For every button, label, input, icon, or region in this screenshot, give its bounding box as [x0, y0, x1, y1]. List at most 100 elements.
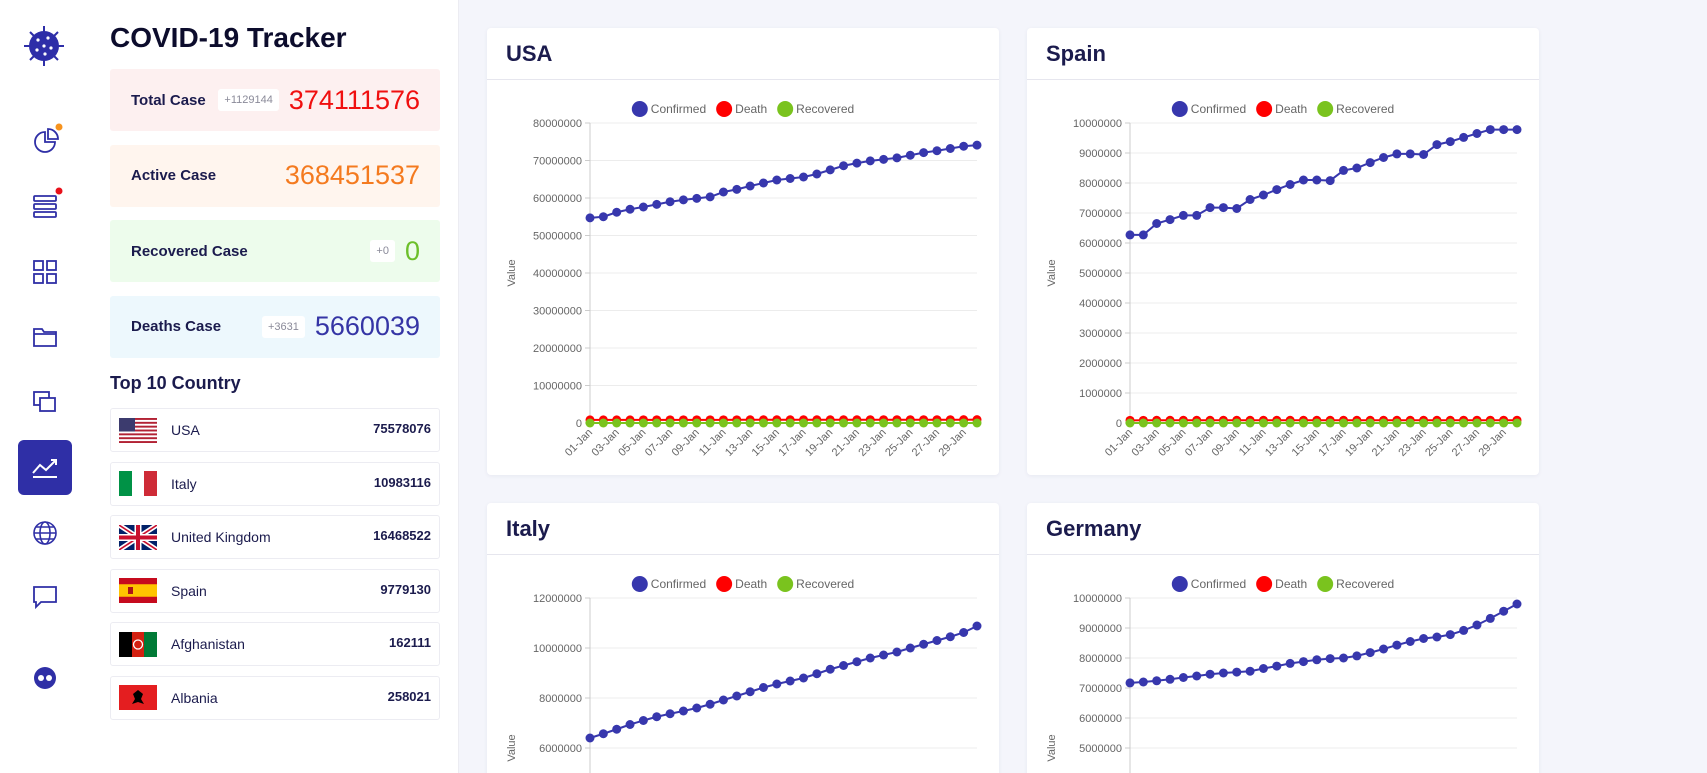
- data-point: [1445, 418, 1455, 428]
- data-point: [1485, 613, 1495, 623]
- data-point: [1445, 137, 1455, 147]
- summary: Total Case +1129144 374111576 Active Case 36…: [110, 69, 440, 371]
- logo[interactable]: [24, 26, 64, 66]
- data-point: [1178, 210, 1188, 220]
- stat-delta: +0: [370, 240, 395, 262]
- data-point: [1405, 149, 1415, 159]
- country-name: United Kingdom: [171, 529, 271, 545]
- y-axis-label: Value: [1046, 734, 1058, 761]
- data-point: [1459, 625, 1469, 635]
- data-point: [1138, 230, 1148, 240]
- legend-swatch: [631, 101, 648, 117]
- data-point: [665, 197, 675, 207]
- nav-folder[interactable]: [32, 325, 58, 349]
- data-point: [1339, 165, 1349, 175]
- data-point: [919, 418, 929, 428]
- chart: 0100000020000003000000400000050000006000…: [1046, 576, 1522, 773]
- country-list: USA 75578076 Italy 10983116 United Kingdom 16…: [110, 408, 440, 729]
- stat-card: Deaths Case +3631 5660039: [110, 295, 440, 358]
- x-tick-label: 19-Jan: [1343, 427, 1375, 459]
- y-tick-label: 7000000: [1079, 208, 1122, 220]
- stat-card: Recovered Case +0 0: [110, 220, 440, 282]
- chart-card: USA 0 10000000 20000000 30000000 40000000 5000…: [487, 28, 999, 475]
- nav-list[interactable]: [32, 193, 60, 219]
- data-point: [812, 418, 822, 428]
- legend: Confirmed Death Recovered: [631, 101, 854, 117]
- user-avatar[interactable]: [33, 666, 57, 690]
- data-point: [1285, 658, 1295, 668]
- stat-value: 368451537: [284, 160, 420, 190]
- x-tick-label: 03-Jan: [1130, 427, 1162, 459]
- data-point: [1445, 630, 1455, 640]
- legend-swatch: [1317, 576, 1334, 592]
- data-point: [932, 146, 942, 156]
- data-point: [825, 165, 835, 175]
- data-point: [625, 204, 635, 214]
- data-point: [745, 181, 755, 191]
- stat-label: Total Case: [131, 91, 206, 109]
- data-point: [585, 213, 595, 223]
- x-tick-label: 13-Jan: [1263, 427, 1295, 459]
- nav-layers[interactable]: [32, 389, 58, 415]
- nav-trend-active[interactable]: [18, 440, 72, 495]
- y-tick-label: 60000000: [533, 193, 582, 205]
- legend-label: Recovered: [1336, 102, 1394, 116]
- x-tick-label: 15-Jan: [750, 427, 782, 459]
- data-point: [1165, 674, 1175, 684]
- data-point: [972, 140, 982, 150]
- data-point: [1165, 215, 1175, 225]
- stat-label: Recovered Case: [131, 242, 248, 260]
- data-point: [1218, 418, 1228, 428]
- x-tick-label: 27-Jan: [910, 427, 942, 459]
- y-tick-label: 0: [576, 418, 582, 430]
- data-point: [665, 418, 675, 428]
- data-point: [1472, 620, 1482, 630]
- data-point: [1472, 129, 1482, 138]
- y-tick-label: 0: [1116, 418, 1122, 430]
- series-line: [1130, 128, 1518, 236]
- flag: [119, 417, 157, 443]
- data-point: [825, 418, 835, 428]
- country-value: 258021: [387, 688, 431, 704]
- data-point: [919, 639, 929, 649]
- nav-chat[interactable]: [32, 584, 58, 610]
- nav-grid[interactable]: [32, 259, 58, 285]
- data-point: [1205, 669, 1215, 679]
- notification-dot: [55, 187, 63, 195]
- country-value: 162111: [389, 635, 431, 650]
- data-point: [705, 192, 715, 202]
- data-point: [1272, 185, 1282, 195]
- data-point: [972, 621, 982, 631]
- data-point: [1485, 125, 1495, 135]
- data-point: [892, 647, 902, 657]
- data-point: [1419, 634, 1429, 643]
- main-area: USA 0 10000000 20000000 30000000 40000000 5000…: [458, 0, 1707, 773]
- x-tick-label: 03-Jan: [590, 427, 622, 459]
- legend-swatch: [1256, 101, 1273, 117]
- stat-card: Total Case +1129144 374111576: [110, 69, 440, 131]
- data-point: [612, 724, 622, 734]
- data-point: [852, 657, 862, 667]
- data-point: [1392, 149, 1402, 159]
- data-point: [718, 187, 728, 197]
- data-point: [1272, 661, 1282, 671]
- data-point: [945, 632, 955, 642]
- data-point: [732, 184, 742, 194]
- stat-delta: +1129144: [218, 89, 279, 111]
- data-point: [1205, 203, 1215, 213]
- data-point: [678, 706, 688, 716]
- nav-chart-pie[interactable]: [32, 128, 64, 156]
- series-line: [589, 144, 978, 219]
- y-tick-label: 6000000: [1079, 713, 1122, 725]
- nav-globe[interactable]: [32, 520, 58, 546]
- data-point: [1379, 644, 1389, 654]
- country-row: Afghanistan 162111: [110, 622, 440, 666]
- x-tick-label: 01-Jan: [1103, 427, 1135, 459]
- country-row: United Kingdom 16468522: [110, 515, 440, 559]
- legend-swatch: [1171, 576, 1188, 592]
- side-panel: COVID-19 Tracker Total Case +1129144 37411…: [92, 0, 459, 773]
- series-line: [1129, 603, 1518, 684]
- flag: [119, 578, 157, 603]
- sidebar: [0, 0, 93, 773]
